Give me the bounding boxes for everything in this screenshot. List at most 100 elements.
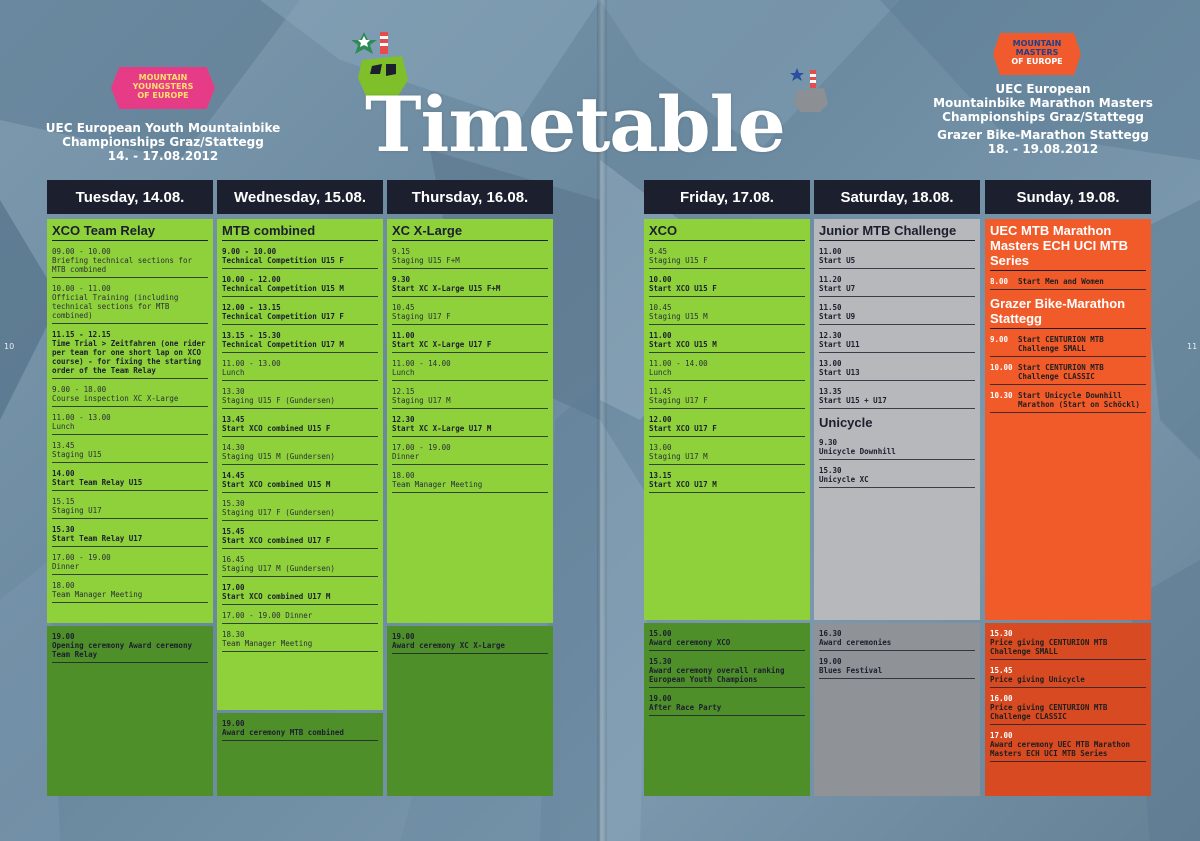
schedule-entry: 11.45 Staging U17 F: [649, 385, 805, 409]
schedule-entry: 9.00 Start CENTURION MTB Challenge SMALL: [990, 333, 1146, 357]
schedule-entry: 15.45 Start XCO combined U17 F: [222, 525, 378, 549]
schedule-entry: 15.30 Staging U17 F (Gundersen): [222, 497, 378, 521]
tuesday-evening-panel: 19.00 Opening ceremony Award ceremony Tea…: [47, 626, 213, 796]
day-header-friday: Friday, 17.08.: [644, 180, 810, 214]
schedule-entry: 15.30 Award ceremony overall ranking Euro…: [649, 655, 805, 688]
schedule-entry: 15.45 Price giving Unicycle: [990, 664, 1146, 688]
schedule-entry: 16.00 Price giving CENTURION MTB Challeng…: [990, 692, 1146, 725]
schedule-entry: 17.00 - 19.00 Dinner: [222, 609, 378, 624]
page-title: Timetable: [365, 80, 786, 169]
schedule-entry: 13.45 Start XCO combined U15 F: [222, 413, 378, 437]
schedule-entry: 13.45 Staging U15: [52, 439, 208, 463]
schedule-entry: 17.00 - 19.00 Dinner: [392, 441, 548, 465]
schedule-entry: 10.45 Staging U15 M: [649, 301, 805, 325]
mountain-masters-logo: MOUNTAIN MASTERS OF EUROPE: [993, 33, 1081, 75]
schedule-entry: 15.00 Award ceremony XCO: [649, 627, 805, 651]
schedule-entry: 09.00 - 10.00 Briefing technical sections…: [52, 245, 208, 278]
event-title: MTB combined: [222, 223, 378, 241]
schedule-entry: 18.00 Team Manager Meeting: [52, 579, 208, 603]
schedule-entry: 15.30 Unicycle XC: [819, 464, 975, 488]
schedule-entry: 11.00 - 13.00 Lunch: [222, 357, 378, 381]
schedule-entry: 14.00 Start Team Relay U15: [52, 467, 208, 491]
schedule-entry: 13.35 Start U15 + U17: [819, 385, 975, 409]
event-title: UEC MTB Marathon Masters ECH UCI MTB Ser…: [990, 223, 1146, 271]
friday-day-panel: XCO 9.45 Staging U15 F 10.00 Start XCO U15…: [644, 219, 810, 620]
schedule-entry: 17.00 - 19.00 Dinner: [52, 551, 208, 575]
day-header-saturday: Saturday, 18.08.: [814, 180, 980, 214]
mascot-small-icon: [790, 68, 828, 112]
schedule-entry: 19.00 Award ceremony XC X-Large: [392, 630, 548, 654]
schedule-entry: 15.30 Price giving CENTURION MTB Challeng…: [990, 627, 1146, 660]
thursday-evening-panel: 19.00 Award ceremony XC X-Large: [387, 626, 553, 796]
event-title: XCO Team Relay: [52, 223, 208, 241]
day-header-sunday: Sunday, 19.08.: [985, 180, 1151, 214]
masters-championships-info: UEC European Mountainbike Marathon Maste…: [933, 82, 1153, 156]
schedule-entry: 10.00 - 12.00 Technical Competition U15 M: [222, 273, 378, 297]
schedule-entry: 11.20 Start U7: [819, 273, 975, 297]
schedule-entry: 9.45 Staging U15 F: [649, 245, 805, 269]
schedule-entry: 9.00 - 10.00 Technical Competition U15 F: [222, 245, 378, 269]
schedule-entry: 14.45 Start XCO combined U15 M: [222, 469, 378, 493]
event-title: Junior MTB Challenge: [819, 223, 975, 241]
page-number-right: 11: [1187, 342, 1198, 351]
schedule-entry: 16.45 Staging U17 M (Gundersen): [222, 553, 378, 577]
friday-evening-panel: 15.00 Award ceremony XCO 15.30 Award cerem…: [644, 623, 810, 796]
schedule-entry: 10.00 - 11.00 Official Training (includin…: [52, 282, 208, 324]
schedule-entry: 12.00 - 13.15 Technical Competition U17 F: [222, 301, 378, 325]
schedule-entry: 10.30 Start Unicycle Downhill Marathon (S…: [990, 389, 1146, 413]
schedule-entry: 11.15 - 12.15 Time Trial > Zeitfahren (on…: [52, 328, 208, 379]
event-title-2: Grazer Bike-Marathon Stattegg: [990, 296, 1146, 329]
schedule-entry: 11.00 Start XC X-Large U17 F: [392, 329, 548, 353]
saturday-evening-panel: 16.30 Award ceremonies 19.00 Blues Festiva…: [814, 623, 980, 796]
schedule-entry: 18.00 Team Manager Meeting: [392, 469, 548, 493]
schedule-entry: 9.00 - 18.00 Course inspection XC X-Large: [52, 383, 208, 407]
schedule-entry: 9.15 Staging U15 F+M: [392, 245, 548, 269]
youth-championships-info: UEC European Youth Mountainbike Champion…: [45, 121, 281, 163]
schedule-entry: 18.30 Team Manager Meeting: [222, 628, 378, 652]
day-header-tuesday: Tuesday, 14.08.: [47, 180, 213, 214]
schedule-entry: 12.15 Staging U17 M: [392, 385, 548, 409]
schedule-entry: 11.00 - 14.00 Lunch: [649, 357, 805, 381]
schedule-entry: 9.30 Start XC X-Large U15 F+M: [392, 273, 548, 297]
mascot-icon: [352, 32, 408, 96]
schedule-entry: 12.30 Start XC X-Large U17 M: [392, 413, 548, 437]
schedule-entry: 13.30 Staging U15 F (Gundersen): [222, 385, 378, 409]
schedule-entry: 14.30 Staging U15 M (Gundersen): [222, 441, 378, 465]
mountain-youngsters-logo: MOUNTAIN YOUNGSTERS OF EUROPE: [111, 67, 215, 109]
schedule-entry: 9.30 Unicycle Downhill: [819, 436, 975, 460]
event-title-2: Unicycle: [819, 415, 873, 430]
schedule-entry: 12.30 Start U11: [819, 329, 975, 353]
schedule-entry: 11.00 - 13.00 Lunch: [52, 411, 208, 435]
schedule-entry: 13.00 Start U13: [819, 357, 975, 381]
sunday-day-panel: UEC MTB Marathon Masters ECH UCI MTB Ser…: [985, 219, 1151, 620]
schedule-entry: 13.15 Start XCO U17 M: [649, 469, 805, 493]
day-header-wednesday: Wednesday, 15.08.: [217, 180, 383, 214]
schedule-entry: 19.00 Blues Festival: [819, 655, 975, 679]
event-title: XCO: [649, 223, 805, 241]
schedule-entry: 19.00 Opening ceremony Award ceremony Tea…: [52, 630, 208, 663]
day-header-thursday: Thursday, 16.08.: [387, 180, 553, 214]
thursday-day-panel: XC X-Large 9.15 Staging U15 F+M 9.30 Start…: [387, 219, 553, 623]
schedule-entry: 10.00 Start CENTURION MTB Challenge CLASS…: [990, 361, 1146, 385]
schedule-entry: 15.30 Start Team Relay U17: [52, 523, 208, 547]
schedule-entry: 12.00 Start XCO U17 F: [649, 413, 805, 437]
page-spine: [597, 0, 607, 841]
schedule-entry: 13.00 Staging U17 M: [649, 441, 805, 465]
saturday-day-panel: Junior MTB Challenge 11.00 Start U5 11.20…: [814, 219, 980, 620]
schedule-entry: 17.00 Award ceremony UEC MTB Marathon Mas…: [990, 729, 1146, 762]
tuesday-day-panel: XCO Team Relay 09.00 - 10.00 Briefing tec…: [47, 219, 213, 623]
schedule-entry: 16.30 Award ceremonies: [819, 627, 975, 651]
page-number-left: 10: [4, 342, 15, 351]
schedule-entry: 10.00 Start XCO U15 F: [649, 273, 805, 297]
wednesday-evening-panel: 19.00 Award ceremony MTB combined: [217, 713, 383, 796]
schedule-entry: 11.00 Start U5: [819, 245, 975, 269]
schedule-entry: 8.00 Start Men and Women: [990, 275, 1146, 290]
schedule-entry: 10.45 Staging U17 F: [392, 301, 548, 325]
schedule-entry: 19.00 Award ceremony MTB combined: [222, 717, 378, 741]
schedule-entry: 11.00 - 14.00 Lunch: [392, 357, 548, 381]
wednesday-day-panel: MTB combined 9.00 - 10.00 Technical Compe…: [217, 219, 383, 710]
event-title: XC X-Large: [392, 223, 548, 241]
schedule-entry: 11.00 Start XCO U15 M: [649, 329, 805, 353]
sunday-evening-panel: 15.30 Price giving CENTURION MTB Challeng…: [985, 623, 1151, 796]
schedule-entry: 19.00 After Race Party: [649, 692, 805, 716]
